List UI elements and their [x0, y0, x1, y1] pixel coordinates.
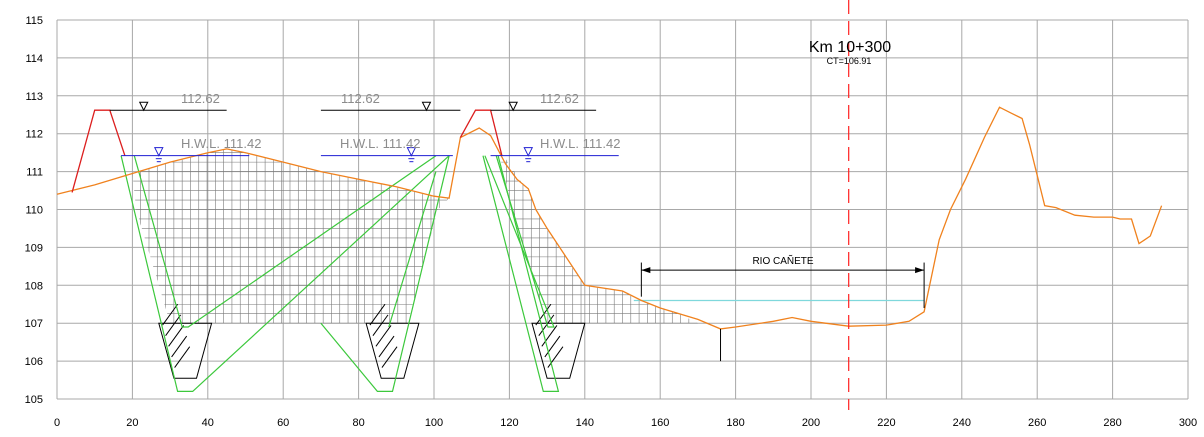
y-tick-label: 108 — [25, 280, 43, 292]
x-tick-label: 160 — [651, 417, 669, 429]
y-tick-label: 109 — [25, 242, 43, 254]
x-tick-label: 200 — [802, 417, 820, 429]
y-tick-label: 115 — [25, 15, 43, 27]
hatch-line — [547, 346, 564, 368]
river-label: RIO CAÑETE — [752, 254, 813, 267]
y-tick-label: 112 — [25, 129, 43, 141]
x-tick-label: 120 — [500, 417, 518, 429]
station-title: Km 10+300 — [809, 39, 891, 56]
hatch-line — [372, 314, 389, 337]
x-tick-label: 260 — [1028, 417, 1046, 429]
annotations: Km 10+300 CT=106.91 112.62 112.62 112.62… — [181, 39, 891, 267]
crest-level-label: 112.62 — [181, 91, 220, 106]
dike-right-line — [459, 109, 503, 156]
x-tick-label: 280 — [1103, 417, 1121, 429]
trench-right-section — [482, 155, 560, 392]
crest-level-symbol — [508, 101, 518, 112]
river-arrow-head — [915, 267, 925, 274]
trench-wedge — [365, 322, 420, 379]
hwl-label: H.W.L. 111.42 — [340, 136, 420, 151]
trench-inner-outline — [484, 155, 555, 328]
hatch-line — [369, 303, 386, 326]
excavation-trenches — [120, 155, 560, 392]
y-tick-label: 114 — [25, 53, 43, 65]
x-tick-label: 140 — [576, 417, 594, 429]
x-tick-label: 100 — [425, 417, 443, 429]
trench-outline — [320, 155, 450, 392]
x-tick-label: 80 — [352, 417, 364, 429]
hatch-line — [381, 346, 398, 368]
y-tick-label: 111 — [26, 167, 43, 179]
hatch-line — [544, 335, 561, 358]
dike-left-line — [71, 109, 126, 193]
x-tick-label: 180 — [726, 417, 744, 429]
hatch-line — [378, 335, 395, 358]
x-tick-label: 240 — [953, 417, 971, 429]
y-tick-label: 110 — [25, 205, 43, 217]
hatch-line — [168, 325, 185, 347]
x-tick-label: 60 — [277, 417, 289, 429]
trench-middle-section — [320, 155, 450, 392]
hatch-line — [375, 325, 392, 347]
trench-wedge — [158, 322, 213, 379]
trench-left-section — [120, 155, 450, 392]
y-tick-label: 113 — [25, 91, 43, 103]
river-arrow-head — [641, 267, 651, 274]
hwl-symbol — [153, 147, 164, 157]
y-axis-ticks: 115 114 113 112 111 110 109 108 107 106 … — [25, 15, 43, 406]
hwl-label: H.W.L. 111.42 — [540, 136, 620, 151]
trench-outline — [120, 155, 450, 392]
x-tick-label: 300 — [1179, 417, 1197, 429]
y-tick-label: 105 — [25, 394, 43, 406]
x-tick-label: 40 — [202, 417, 214, 429]
x-tick-label: 220 — [877, 417, 895, 429]
hatch-line — [171, 335, 188, 358]
y-tick-label: 107 — [25, 318, 43, 330]
hatch-line — [174, 346, 191, 368]
trench-inner-outline — [133, 155, 437, 328]
fill-hatch-region — [498, 148, 698, 324]
y-tick-label: 106 — [25, 356, 43, 368]
hatch-line — [165, 314, 182, 337]
trench-bottom-hatch — [531, 303, 586, 379]
fill-hatch-region — [132, 148, 450, 324]
trench-wedge — [531, 322, 586, 379]
excavation-fill-hatch — [132, 148, 698, 379]
x-axis-ticks: 0 20 40 60 80 100 120 140 160 180 200 22… — [54, 417, 1197, 429]
ct-label: CT=106.91 — [827, 56, 872, 66]
x-tick-label: 20 — [126, 417, 138, 429]
hwl-symbol — [523, 147, 534, 157]
profile-lines — [56, 0, 1163, 410]
crest-level-symbol — [421, 101, 432, 112]
grid — [56, 19, 1189, 400]
hatch-line — [538, 314, 555, 337]
trench-bottom-hatch — [158, 303, 213, 379]
hatch-line — [535, 303, 552, 326]
crest-level-label: 112.62 — [540, 91, 579, 106]
hwl-symbol — [406, 147, 417, 157]
trench-outline — [482, 155, 560, 392]
hatch-line — [162, 303, 179, 326]
hatch-line — [541, 325, 558, 347]
crest-level-symbol — [138, 101, 149, 112]
crest-level-label: 112.62 — [341, 91, 380, 106]
trench-bottom-hatch — [365, 303, 420, 379]
hwl-label: H.W.L. 111.42 — [181, 136, 261, 151]
x-tick-label: 0 — [54, 417, 60, 429]
trench-inner-outline — [388, 171, 437, 328]
